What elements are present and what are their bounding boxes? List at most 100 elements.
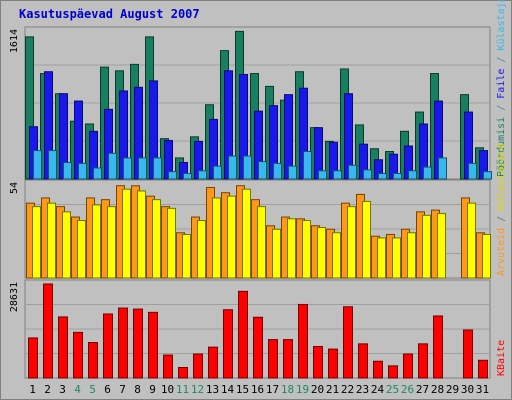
bar xyxy=(138,157,147,180)
bar xyxy=(377,237,386,279)
bar xyxy=(93,167,102,180)
bar xyxy=(317,227,326,279)
bar xyxy=(388,365,398,379)
bar xyxy=(33,150,42,180)
bar xyxy=(287,218,296,279)
bar xyxy=(212,197,221,279)
series-kbaite xyxy=(28,283,488,379)
bar xyxy=(362,200,371,279)
bar xyxy=(223,309,233,379)
bar xyxy=(178,366,188,379)
chart-title: Kasutuspäevad August 2007 xyxy=(19,7,200,21)
bar xyxy=(298,303,308,379)
bar xyxy=(163,354,173,379)
x-tick-label: 13 xyxy=(206,383,219,396)
bar xyxy=(58,316,68,379)
panel-3: 28631 KBaite xyxy=(9,279,507,379)
bar xyxy=(343,306,353,379)
bar xyxy=(78,162,87,180)
bar xyxy=(482,233,491,279)
x-tick-label: 27 xyxy=(416,383,429,396)
series-side-label: Pöördumisi / Faile / Külastajaid xyxy=(496,0,507,177)
bar xyxy=(198,170,207,180)
bar xyxy=(283,339,293,379)
bar xyxy=(303,150,312,180)
bar xyxy=(108,152,117,180)
x-tick-label: 8 xyxy=(134,383,141,396)
bar xyxy=(253,316,263,379)
bar xyxy=(407,232,416,279)
bar xyxy=(258,161,267,180)
bar xyxy=(32,206,41,279)
x-tick-label: 17 xyxy=(266,383,279,396)
side-label-part: Külastajaid xyxy=(496,0,507,51)
bar xyxy=(438,157,447,180)
bar xyxy=(408,170,417,180)
y-max-label: 54 xyxy=(9,182,20,194)
bar xyxy=(257,206,266,279)
side-label-part: Faile xyxy=(496,69,507,99)
x-tick-label: 12 xyxy=(191,383,204,396)
x-tick-label: 21 xyxy=(326,383,339,396)
bar xyxy=(152,199,161,279)
bar xyxy=(403,353,413,379)
bar xyxy=(208,346,218,379)
bar xyxy=(378,172,387,180)
bar xyxy=(133,308,143,379)
bar xyxy=(467,202,476,279)
bar xyxy=(213,165,222,180)
x-tick-label: 11 xyxy=(176,383,189,396)
x-tick-label: 7 xyxy=(119,383,126,396)
panel-1: 1614 Pöördumisi / Faile / Külastajaid xyxy=(9,0,507,180)
bar xyxy=(242,188,251,279)
x-tick-label: 29 xyxy=(446,383,459,396)
bar xyxy=(393,172,402,180)
x-tick-label: 10 xyxy=(161,383,174,396)
bar xyxy=(62,211,71,279)
bar xyxy=(182,233,191,279)
bar xyxy=(77,220,86,279)
bar xyxy=(227,195,236,279)
bar xyxy=(118,307,128,379)
bar xyxy=(228,155,237,180)
x-tick-label: 6 xyxy=(104,383,111,396)
bar xyxy=(73,331,83,379)
x-tick-label: 2 xyxy=(44,383,51,396)
side-label-part: KBaite xyxy=(496,340,507,376)
series-side-label: Arvuteid / Külastajaid xyxy=(496,144,507,276)
x-tick-label: 3 xyxy=(59,383,66,396)
bar xyxy=(358,343,368,379)
y-max-label: 1614 xyxy=(9,29,20,53)
bar xyxy=(373,360,383,379)
bar xyxy=(63,161,72,180)
bar xyxy=(288,165,297,180)
side-label-part: / xyxy=(496,99,507,117)
series-külastajaid xyxy=(33,150,492,180)
bar xyxy=(463,329,473,379)
bar xyxy=(333,170,342,180)
bar xyxy=(483,171,492,180)
bar xyxy=(348,164,357,180)
bar xyxy=(273,162,282,180)
side-label-part: / xyxy=(496,51,507,69)
x-tick-label: 19 xyxy=(296,383,309,396)
bar xyxy=(437,213,446,279)
bar xyxy=(392,237,401,279)
bar xyxy=(103,313,113,379)
x-tick-label: 28 xyxy=(431,383,444,396)
bar xyxy=(48,150,57,180)
series-külastajaid xyxy=(32,188,491,279)
bar xyxy=(423,166,432,180)
side-label-part: Pöördumisi xyxy=(496,117,507,177)
bar xyxy=(238,290,248,379)
x-tick-label: 22 xyxy=(341,383,354,396)
bar xyxy=(92,204,101,279)
bar xyxy=(418,343,428,379)
series-faile xyxy=(29,70,488,180)
side-label-part: Arvuteid xyxy=(496,228,507,276)
x-tick-label: 5 xyxy=(89,383,96,396)
bar xyxy=(468,162,477,180)
x-tick-label: 20 xyxy=(311,383,324,396)
bar xyxy=(193,353,203,379)
